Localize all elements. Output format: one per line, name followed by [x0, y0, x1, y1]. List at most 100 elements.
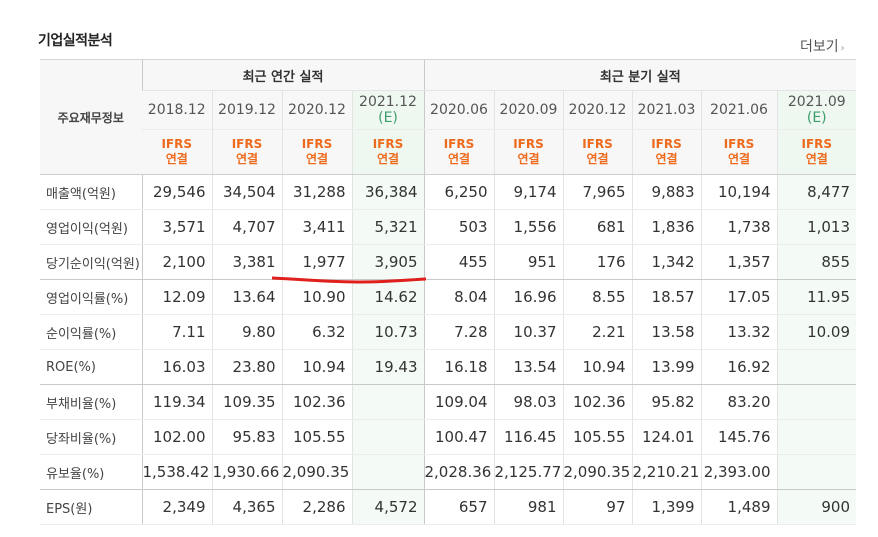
row-label: EPS(원) [40, 489, 142, 525]
table-cell: 13.32 [700, 314, 777, 350]
table-cell [776, 419, 857, 455]
table-cell [776, 454, 857, 490]
period-5: 2020.09 [493, 90, 563, 130]
ifrs-line2: 연결 [447, 152, 471, 166]
table-cell: 2,090.35 [281, 454, 352, 490]
table-cell: 98.03 [493, 384, 563, 420]
table-cell [351, 454, 424, 490]
table-cell [776, 349, 857, 385]
ifrs-line2: 연결 [655, 152, 678, 166]
table-cell: 16.92 [700, 349, 777, 385]
table-cell: 83.20 [700, 384, 777, 420]
table-cell: 657 [423, 489, 494, 525]
table-cell: 105.55 [281, 419, 352, 455]
table-cell: 2,210.21 [631, 454, 701, 490]
table-cell: 124.01 [631, 419, 701, 455]
table-cell: 23.80 [211, 349, 282, 385]
ifrs-badge: IFRS 연결 [351, 129, 424, 175]
quarter-header: 최근 분기 실적 [423, 59, 857, 91]
table-cell: 116.45 [493, 419, 563, 455]
table-cell: 951 [493, 244, 563, 280]
table-cell: 981 [493, 489, 563, 525]
table-cell: 2,100 [141, 244, 212, 280]
ifrs-line2: 연결 [165, 152, 188, 166]
table-cell: 7.28 [423, 314, 494, 350]
table-cell: 29,546 [141, 174, 212, 210]
period-date: 2021.09 [787, 94, 846, 110]
ifrs-line2: 연결 [305, 152, 329, 166]
table-cell: 10.90 [281, 279, 352, 315]
table-cell: 2,393.00 [700, 454, 777, 490]
table-cell: 3,905 [351, 244, 424, 280]
period-9: 2021.09 (E) [776, 90, 857, 130]
table-cell: 1,013 [776, 209, 857, 245]
more-link[interactable]: 더보기 › [800, 36, 845, 56]
table-cell: 17.05 [700, 279, 777, 315]
row-label: ROE(%) [40, 349, 142, 385]
table-cell: 11.95 [776, 279, 857, 315]
period-date: 2020.06 [430, 102, 488, 118]
period-date: 2021.06 [710, 102, 768, 118]
ifrs-line1: IFRS [443, 137, 475, 151]
table-cell: 2,090.35 [562, 454, 632, 490]
ifrs-line2: 연결 [376, 152, 400, 166]
table-cell: 4,572 [351, 489, 424, 525]
table-cell: 4,707 [211, 209, 282, 245]
period-2: 2020.12 [281, 90, 352, 130]
table-cell: 8.55 [562, 279, 632, 315]
header-label: 주요재무정보 [40, 59, 142, 175]
table-cell: 503 [423, 209, 494, 245]
table-cell: 13.58 [631, 314, 701, 350]
table-cell: 97 [562, 489, 632, 525]
table-cell: 1,399 [631, 489, 701, 525]
table-row: EPS(원) 2,349 4,365 2,286 4,572 657 981 97 1,399 1… [40, 489, 857, 525]
table-cell: 16.03 [141, 349, 212, 385]
period-4: 2020.06 [423, 90, 494, 130]
table-row: 부채비율(%) 119.34 109.35 102.36 109.04 98.03 102.… [40, 384, 857, 420]
table-cell: 5,321 [351, 209, 424, 245]
table-cell: 1,930.66 [211, 454, 282, 490]
period-date: 2021.03 [637, 102, 696, 118]
table-cell: 455 [423, 244, 494, 280]
table-row: 유보율(%) 1,538.42 1,930.66 2,090.35 2,028.36 2,… [40, 454, 857, 490]
table-cell: 102.36 [281, 384, 352, 420]
table-cell: 1,836 [631, 209, 701, 245]
table-cell: 6,250 [423, 174, 494, 210]
annual-header: 최근 연간 실적 [141, 59, 424, 91]
table-cell: 4,365 [211, 489, 282, 525]
section-title: 기업실적분석 [38, 33, 113, 49]
chevron-right-icon: › [840, 43, 845, 54]
period-0: 2018.12 [142, 90, 212, 130]
table-cell: 16.18 [423, 349, 494, 385]
table-cell: 105.55 [562, 419, 632, 455]
ifrs-badge: IFRS 연결 [562, 129, 632, 175]
table-cell: 1,977 [281, 244, 352, 280]
ifrs-line1: IFRS [372, 137, 404, 151]
ifrs-line2: 연결 [727, 152, 751, 166]
table-cell: 7,965 [562, 174, 632, 210]
table-cell: 18.57 [631, 279, 701, 315]
ifrs-line2: 연결 [235, 152, 259, 166]
table-cell [351, 384, 424, 420]
table-row: 영업이익률(%) 12.09 13.64 10.90 14.62 8.04 16.96 8.5… [40, 279, 857, 315]
table-cell: 10.09 [776, 314, 857, 350]
table-cell: 12.09 [141, 279, 212, 315]
table-cell: 7.11 [141, 314, 212, 350]
row-label: 부채비율(%) [40, 384, 142, 420]
table-cell: 102.00 [141, 419, 212, 455]
ifrs-line1: IFRS [513, 137, 544, 151]
table-cell: 10.37 [493, 314, 563, 350]
table-cell: 109.35 [211, 384, 282, 420]
table-cell: 8,477 [776, 174, 857, 210]
period-8: 2021.06 [700, 90, 777, 130]
table-cell: 3,411 [281, 209, 352, 245]
table-cell: 95.83 [211, 419, 282, 455]
table-cell: 102.36 [562, 384, 632, 420]
ifrs-badge: IFRS 연결 [631, 129, 701, 175]
table-cell: 1,538.42 [141, 454, 212, 490]
table-cell: 3,381 [211, 244, 282, 280]
ifrs-badge: IFRS 연결 [281, 129, 352, 175]
table-cell: 100.47 [423, 419, 494, 455]
period-date: 2021.12 [359, 94, 417, 110]
period-date: 2020.09 [499, 102, 558, 118]
